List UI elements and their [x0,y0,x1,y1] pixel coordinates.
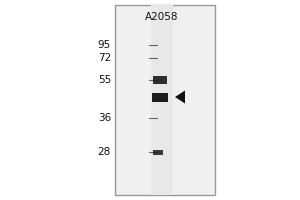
Bar [151,5,173,195]
Text: 95: 95 [98,40,111,50]
Text: 72: 72 [98,53,111,63]
Text: 28: 28 [98,147,111,157]
Bar [115,5,215,195]
Text: 36: 36 [98,113,111,123]
Text: 55: 55 [98,75,111,85]
Bar [153,76,167,84]
Bar [152,92,168,102]
Bar [153,150,163,154]
Text: A2058: A2058 [145,12,179,22]
Polygon shape [175,90,185,104]
